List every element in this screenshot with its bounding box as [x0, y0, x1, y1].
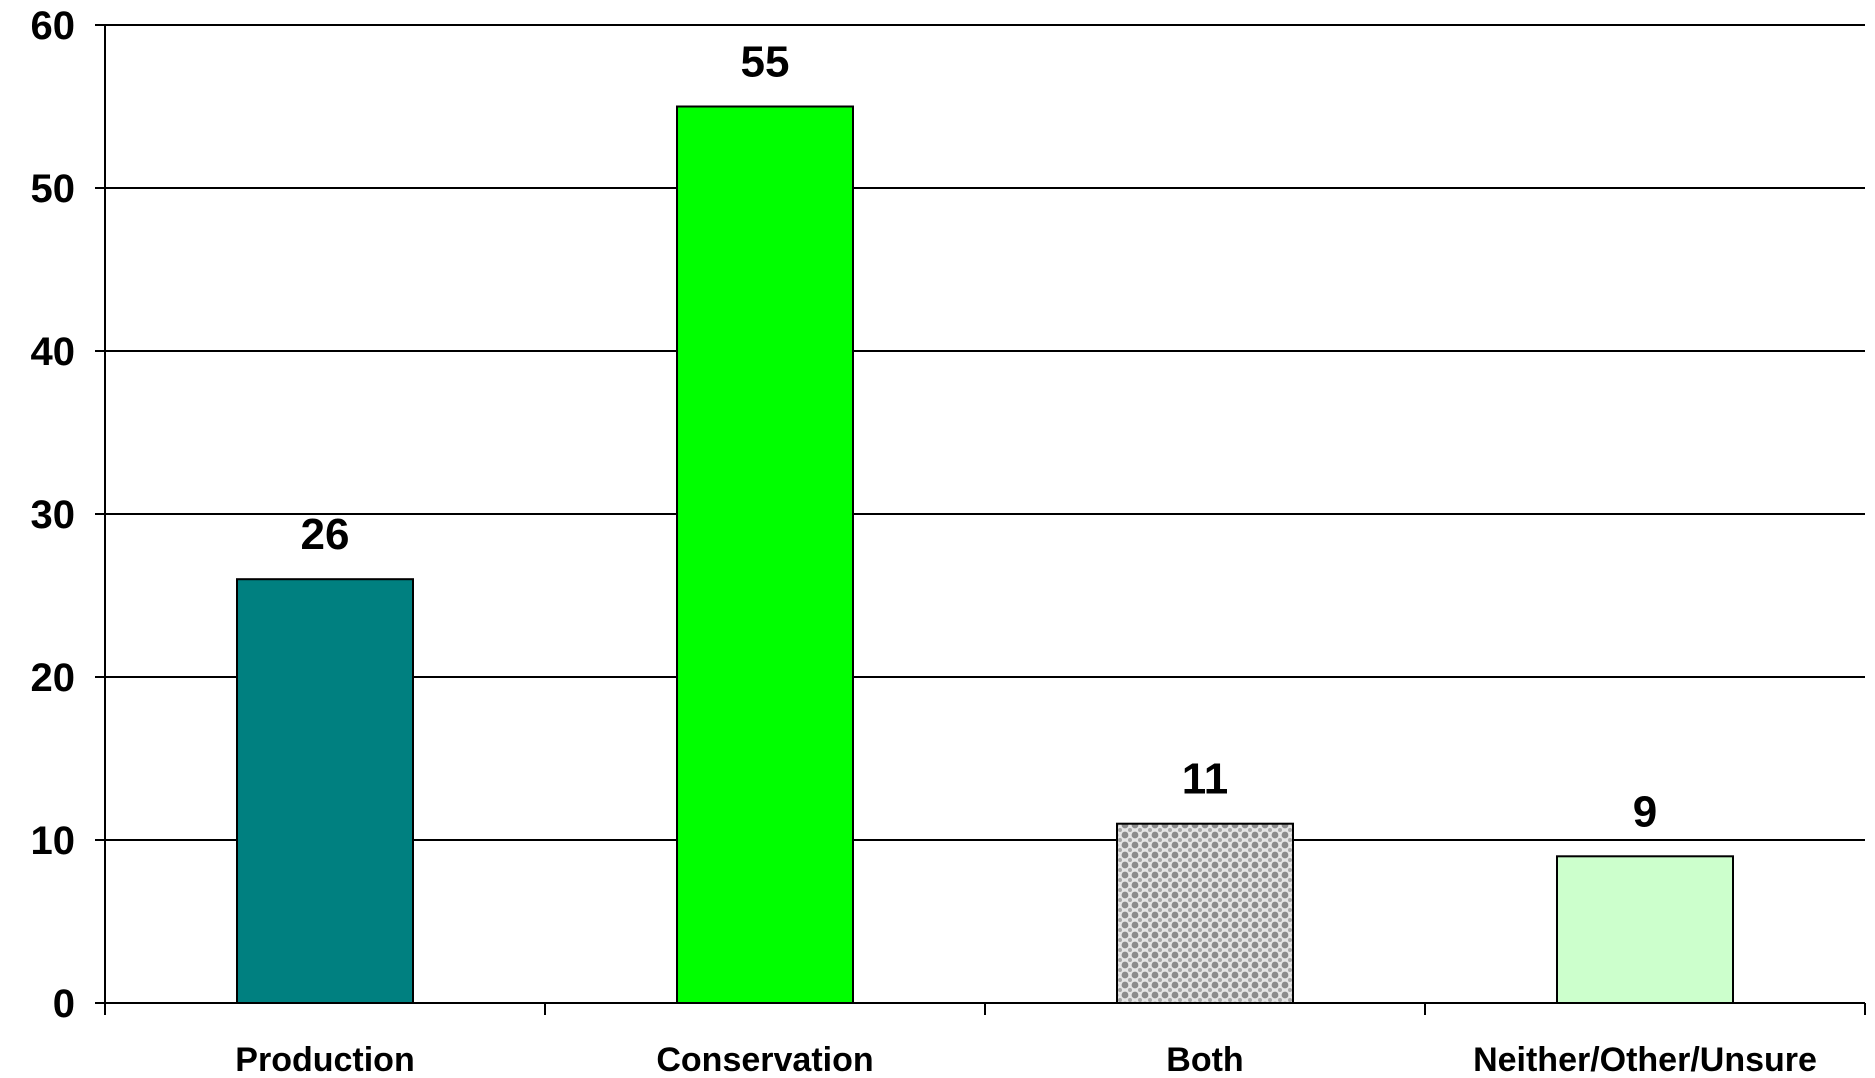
- data-label-production: 26: [301, 510, 350, 559]
- category-label-neither-other-unsure: Neither/Other/Unsure: [1473, 1041, 1817, 1078]
- bars: [236, 105, 1734, 1005]
- bar-conservation: [676, 105, 854, 1004]
- data-label-neither-other-unsure: 9: [1633, 787, 1657, 836]
- data-label-conservation: 55: [741, 38, 790, 87]
- category-label-both: Both: [1166, 1041, 1243, 1078]
- data-label-both: 11: [1182, 755, 1229, 804]
- category-label-production: Production: [235, 1041, 414, 1078]
- x-axis-category-labels: Production Conservation Both Neither/Other/…: [235, 1041, 1817, 1078]
- data-labels: 26 55 11 9: [301, 38, 1658, 837]
- category-label-conservation: Conservation: [656, 1041, 873, 1078]
- y-axis-tick-labels: 0 10 20 30 40 50 60: [31, 4, 76, 1026]
- y-tick-label-10: 10: [31, 819, 76, 863]
- axes: [95, 24, 1866, 1015]
- y-tick-label-40: 40: [31, 330, 76, 374]
- bar-neither-other-unsure: [1556, 855, 1734, 1004]
- y-tick-label-0: 0: [53, 982, 75, 1026]
- bar-both: [1116, 822, 1294, 1005]
- y-tick-label-30: 30: [31, 493, 76, 537]
- y-tick-label-60: 60: [31, 4, 76, 48]
- y-tick-label-20: 20: [31, 656, 76, 700]
- y-tick-label-50: 50: [31, 167, 76, 211]
- bar-production: [236, 578, 414, 1004]
